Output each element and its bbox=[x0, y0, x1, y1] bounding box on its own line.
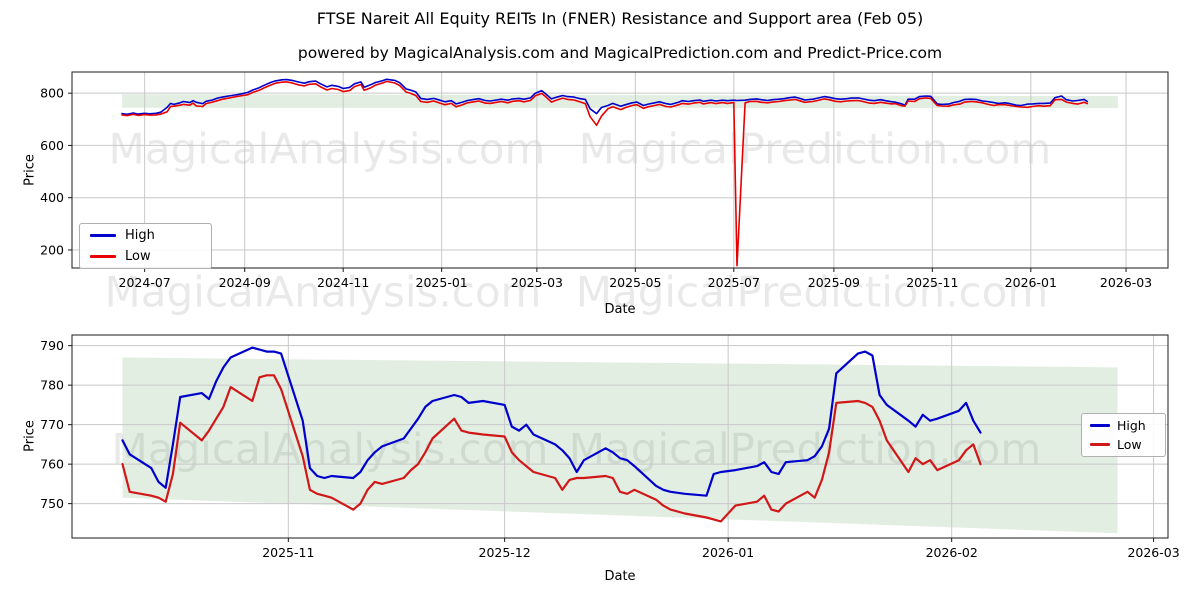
low-line-swatch bbox=[90, 255, 116, 258]
x-tick-label: 2025-07 bbox=[708, 275, 760, 290]
watermark-analysis: MagicalAnalysis.com bbox=[104, 267, 542, 317]
chart-subtitle: powered by MagicalAnalysis.com and Magic… bbox=[297, 44, 943, 62]
y-tick-label: 200 bbox=[40, 242, 64, 257]
watermark-analysis: MagicalAnalysis.com bbox=[108, 124, 546, 174]
y-tick-label: 770 bbox=[40, 417, 64, 432]
watermark-prediction: MagicalPrediction.com bbox=[575, 267, 1049, 317]
y-tick-label: 750 bbox=[40, 496, 64, 511]
x-tick-label: 2025-01 bbox=[416, 275, 468, 290]
x-tick-label: 2025-03 bbox=[511, 275, 563, 290]
x-tick-label: 2026-01 bbox=[1005, 275, 1057, 290]
x-tick-label: 2026-02 bbox=[926, 545, 978, 560]
x-tick-label: 2026-03 bbox=[1100, 275, 1152, 290]
x-axis-label-top: Date bbox=[604, 302, 636, 317]
high-line-swatch bbox=[90, 234, 116, 237]
watermark-prediction: MagicalPrediction.com bbox=[569, 425, 1042, 474]
y-tick-label: 800 bbox=[40, 86, 64, 101]
y-tick-label: 760 bbox=[40, 457, 64, 472]
legend-item-low: Low bbox=[1090, 437, 1157, 452]
axes-spines bbox=[71, 334, 1169, 539]
x-tick-label: 2025-11 bbox=[906, 275, 958, 290]
x-tick-label: 2024-07 bbox=[119, 275, 171, 290]
support-resistance-band bbox=[122, 94, 1118, 109]
low-line bbox=[121, 374, 982, 523]
legend-item-high: High bbox=[90, 228, 201, 244]
x-tick-label: 2025-09 bbox=[808, 275, 860, 290]
high-line bbox=[121, 346, 982, 497]
legend-bottom: High Low bbox=[1081, 413, 1166, 457]
watermark-prediction: MagicalPrediction.com bbox=[578, 124, 1052, 174]
axes-spines bbox=[71, 71, 1169, 269]
legend-item-low: Low bbox=[90, 249, 201, 265]
low-line bbox=[121, 80, 1089, 267]
low-line-swatch bbox=[1090, 443, 1110, 446]
y-tick-label: 780 bbox=[40, 378, 64, 393]
subplot-bottom: 2025-11 2025-12 2026-01 2026-02 2026-03 750 76… bbox=[40, 334, 1180, 560]
x-tick-label: 2025-12 bbox=[479, 545, 531, 560]
subplot-top: 2024-07 2024-09 2024-11 2025-01 2025-03 2025-… bbox=[40, 71, 1169, 290]
y-axis-label-top: Price bbox=[22, 154, 38, 186]
high-line bbox=[121, 78, 1089, 116]
legend-label-high: High bbox=[1117, 418, 1146, 433]
x-tick-label: 2026-03 bbox=[1127, 545, 1179, 560]
x-axis-label-bottom: Date bbox=[604, 569, 636, 584]
chart-title: FTSE Nareit All Equity REITs In (FNER) R… bbox=[316, 9, 924, 28]
support-resistance-band bbox=[122, 357, 1118, 534]
x-tick-label: 2025-05 bbox=[609, 275, 661, 290]
y-tick-label: 400 bbox=[40, 190, 64, 205]
y-tick-label: 790 bbox=[40, 338, 64, 353]
legend-item-high: High bbox=[1090, 418, 1157, 433]
legend-label-high: High bbox=[125, 227, 155, 243]
y-tick-label: 600 bbox=[40, 138, 64, 153]
x-tick-label: 2025-11 bbox=[262, 545, 314, 560]
legend-label-low: Low bbox=[1117, 437, 1142, 452]
y-axis-label-bottom: Price bbox=[22, 420, 38, 452]
legend-label-low: Low bbox=[125, 248, 151, 264]
x-tick-label: 2024-09 bbox=[219, 275, 271, 290]
x-tick-label: 2026-01 bbox=[702, 545, 754, 560]
high-line-swatch bbox=[1090, 424, 1110, 427]
x-tick-label: 2024-11 bbox=[317, 275, 369, 290]
legend-top: High Low bbox=[79, 223, 212, 269]
